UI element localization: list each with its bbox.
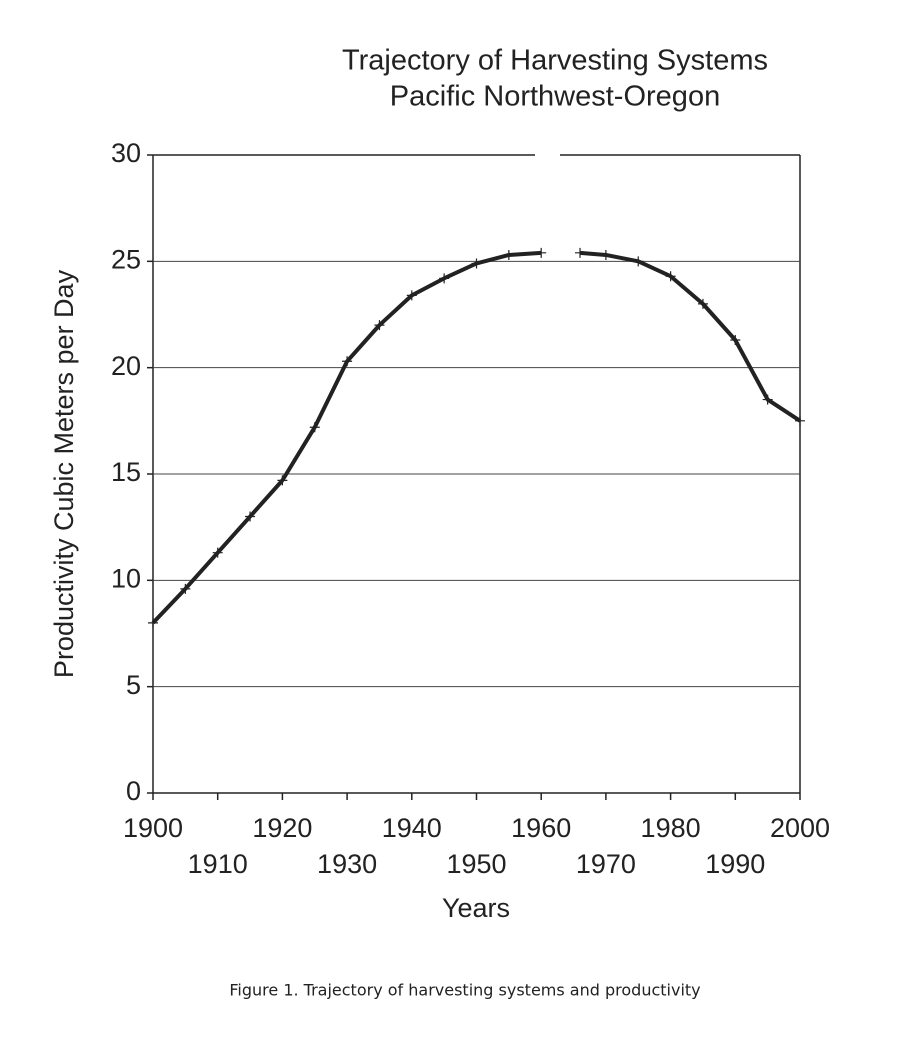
data-point-marker	[575, 247, 586, 258]
y-tick-label: 15	[111, 457, 141, 487]
data-point-marker	[406, 290, 417, 301]
x-tick-label: 1910	[188, 849, 248, 879]
x-tick-label: 1900	[123, 813, 183, 843]
data-point-marker	[180, 583, 191, 594]
x-axis-label: Years	[442, 893, 510, 923]
x-tick-label: 1930	[317, 849, 377, 879]
y-tick-label: 30	[111, 138, 141, 168]
data-point-marker	[633, 256, 644, 267]
y-tick-label: 5	[126, 670, 141, 700]
data-point-marker	[762, 394, 773, 405]
y-tick-label: 0	[126, 776, 141, 806]
x-tick-label: 1960	[511, 813, 571, 843]
y-tick-label: 25	[111, 244, 141, 274]
data-point-marker	[148, 617, 158, 628]
data-point-marker	[600, 249, 611, 260]
x-tick-label: 1950	[446, 849, 506, 879]
x-tick-label: 2000	[770, 813, 830, 843]
data-point-marker	[245, 511, 256, 522]
data-point-marker	[795, 415, 805, 426]
data-point-marker	[277, 475, 288, 486]
x-tick-label: 1920	[252, 813, 312, 843]
data-point-marker	[309, 422, 320, 433]
chart-title: Trajectory of Harvesting Systems	[342, 45, 768, 77]
x-tick-label: 1990	[705, 849, 765, 879]
data-point-marker	[730, 335, 741, 346]
data-point-marker	[665, 271, 676, 282]
y-axis-label: Productivity Cubic Meters per Day	[49, 269, 79, 678]
y-tick-label: 20	[111, 351, 141, 381]
data-point-marker	[342, 356, 353, 367]
data-point-marker	[212, 547, 223, 558]
x-tick-label: 1980	[641, 813, 701, 843]
data-point-marker	[503, 249, 514, 260]
x-tick-label: 1940	[382, 813, 442, 843]
data-point-marker	[536, 247, 547, 258]
x-tick-label: 1970	[576, 849, 636, 879]
data-point-marker	[374, 320, 385, 331]
data-point-marker	[439, 273, 450, 284]
data-point-marker	[471, 258, 482, 269]
data-point-marker	[697, 298, 708, 309]
y-tick-label: 10	[111, 563, 141, 593]
chart-subtitle: Pacific Northwest-Oregon	[390, 81, 720, 113]
figure-caption: Figure 1. Trajectory of harvesting syste…	[229, 981, 700, 1000]
